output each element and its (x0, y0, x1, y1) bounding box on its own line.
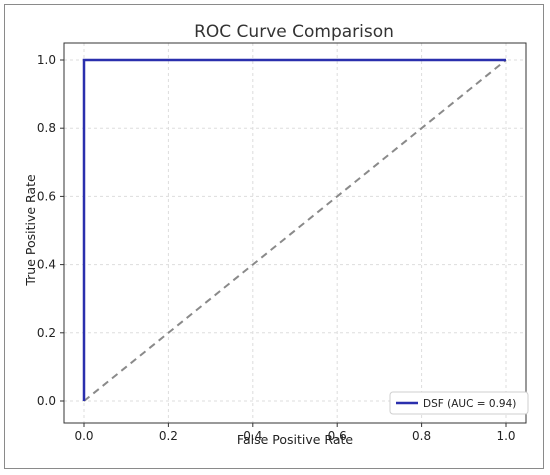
x-tick-label: 0.8 (412, 429, 431, 443)
legend: DSF (AUC = 0.94) (389, 391, 529, 415)
y-tick-label: 0.4 (37, 258, 56, 272)
y-axis-label: True Positive Rate (23, 174, 38, 287)
x-tick-label: 1.0 (496, 429, 515, 443)
y-tick-label: 1.0 (37, 53, 56, 67)
y-tick-label: 0.2 (37, 326, 56, 340)
series-layer (82, 58, 507, 402)
chance-line (83, 59, 507, 402)
x-tick-label: 0.0 (74, 429, 93, 443)
x-tick-label: 0.2 (159, 429, 178, 443)
legend-label: DSF (AUC = 0.94) (423, 398, 516, 410)
x-axis-label: False Positive Rate (237, 432, 353, 447)
y-tick-label: 0.6 (37, 189, 56, 203)
y-tick-label: 0.8 (37, 121, 56, 135)
plot-area (63, 42, 527, 424)
x-tick-label: 0.4 (243, 429, 262, 443)
axis-ticks: 0.0 0.2 0.4 0.6 0.8 1.0 0.0 0.2 0.4 0.6 0.8 1.0 (37, 53, 516, 443)
roc-line-dsf (82, 58, 506, 401)
x-tick-label: 0.6 (328, 429, 347, 443)
legend-box (389, 391, 529, 415)
grid (64, 43, 526, 423)
y-tick-label: 0.0 (37, 394, 56, 408)
chart-title: ROC Curve Comparison (194, 22, 394, 42)
